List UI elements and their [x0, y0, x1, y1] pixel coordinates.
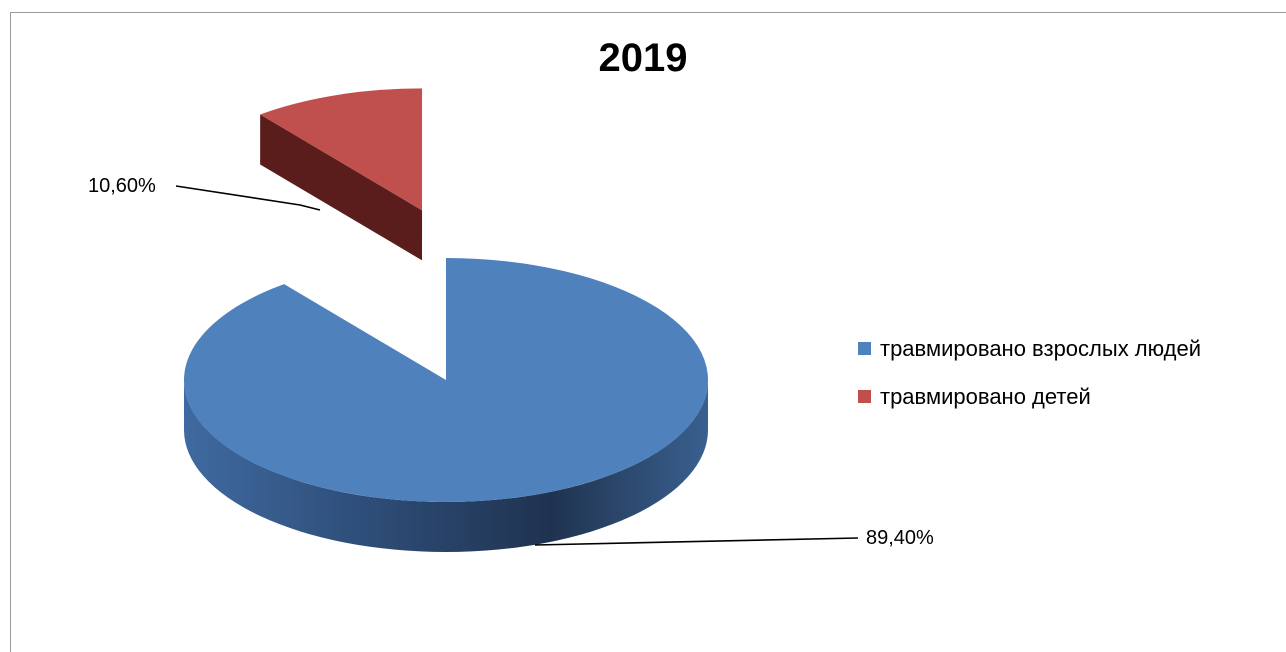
slice-children-side [260, 114, 423, 261]
legend-label: травмировано детей [880, 384, 1091, 409]
slice-adults [184, 258, 708, 502]
legend-swatch [858, 390, 871, 403]
legend-swatch [858, 342, 871, 355]
slice-adults-side [184, 380, 708, 552]
data-label-adults: 89,40% [866, 527, 934, 549]
slice-children [260, 88, 423, 211]
leader-line-adults [534, 537, 859, 546]
chart-title: 2019 [598, 36, 688, 80]
leader-line-children [175, 185, 321, 211]
data-label-children: 10,60% [88, 175, 156, 197]
legend-label: травмировано взрослых людей [880, 336, 1201, 361]
